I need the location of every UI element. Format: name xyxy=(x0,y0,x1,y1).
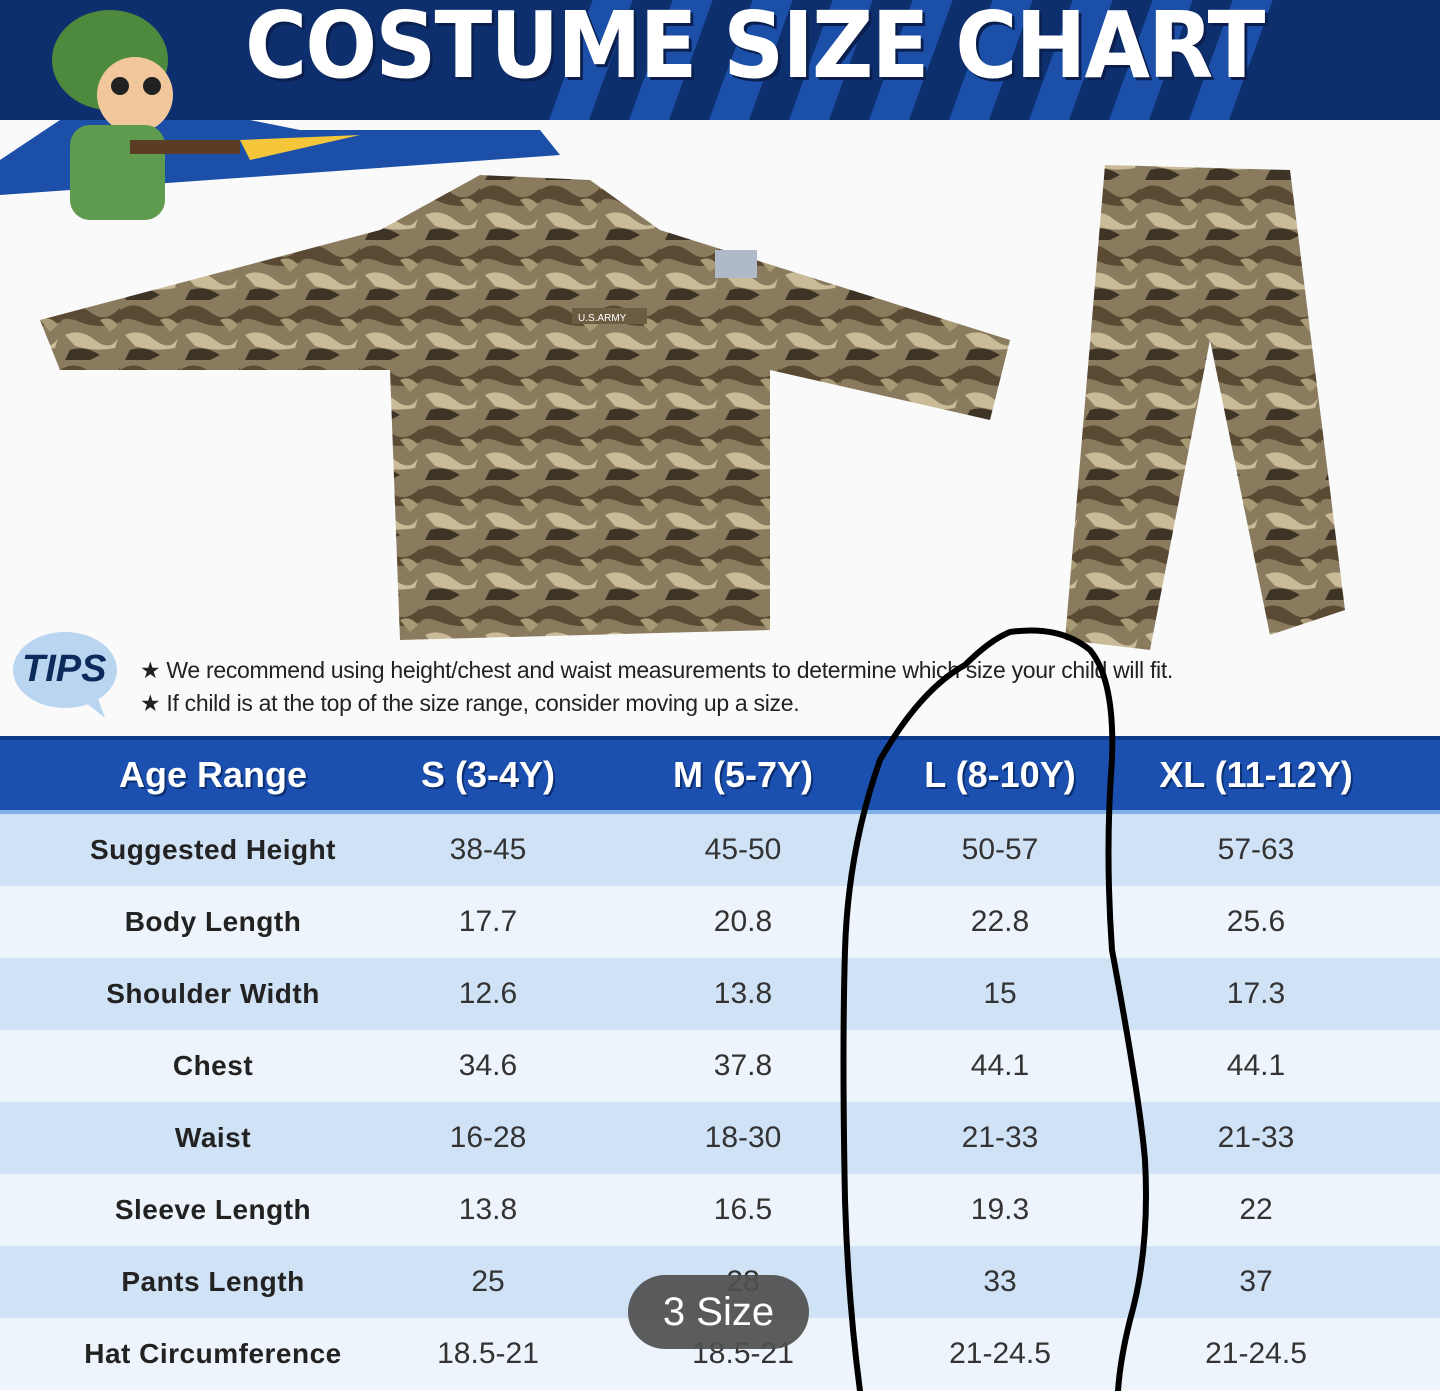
size-table: Age Range S (3-4Y) M (5-7Y) L (8-10Y) XL (11… xyxy=(0,736,1440,1390)
table-cell: 34.6 xyxy=(458,1049,518,1082)
table-row: Hat Circumference 18.5-21 18.5-21 21-24.5 21… xyxy=(0,1318,1440,1390)
table-cell: 21-33 xyxy=(1217,1121,1295,1154)
table-cell: 37.8 xyxy=(713,1049,773,1082)
header-cell: M (5-7Y) xyxy=(672,754,814,795)
table-cell: 21-33 xyxy=(961,1121,1039,1154)
table-row: Body Length 17.7 20.8 22.8 25.6 xyxy=(0,886,1440,958)
header-cell: Age Range xyxy=(118,754,308,795)
table-cell: 17.7 xyxy=(458,905,518,938)
table-cell: 18-30 xyxy=(704,1121,782,1154)
tip-line-1: ★ We recommend using height/chest and wa… xyxy=(140,657,1174,683)
row-label: Shoulder Width xyxy=(106,978,320,1009)
tip-line-2: ★ If child is at the top of the size ran… xyxy=(140,690,800,716)
table-cell: 19.3 xyxy=(970,1193,1030,1226)
table-cell: 22 xyxy=(1239,1193,1273,1226)
row-label: Hat Circumference xyxy=(84,1338,342,1369)
table-row: Sleeve Length 13.8 16.5 19.3 22 xyxy=(0,1174,1440,1246)
row-label: Waist xyxy=(174,1122,252,1153)
table-cell: 25 xyxy=(471,1265,505,1298)
pants-image xyxy=(1065,165,1345,650)
table-cell: 20.8 xyxy=(713,905,773,938)
table-cell: 45-50 xyxy=(704,833,782,866)
table-cell: 15 xyxy=(983,977,1017,1010)
table-cell: 16.5 xyxy=(713,1193,773,1226)
table-row: Shoulder Width 12.6 13.8 15 17.3 xyxy=(0,958,1440,1030)
image-count-badge[interactable]: 3 Size xyxy=(628,1275,809,1349)
table-header: Age Range S (3-4Y) M (5-7Y) L (8-10Y) XL (11… xyxy=(0,736,1440,814)
table-cell: 37 xyxy=(1239,1265,1273,1298)
header-cell: S (3-4Y) xyxy=(420,754,556,795)
us-army-patch: U.S.ARMY xyxy=(578,313,627,324)
table-cell: 25.6 xyxy=(1226,905,1286,938)
row-label: Pants Length xyxy=(121,1266,305,1297)
table-row: Waist 16-28 18-30 21-33 21-33 xyxy=(0,1102,1440,1174)
table-cell: 16-28 xyxy=(449,1121,527,1154)
table-cell: 57-63 xyxy=(1217,833,1295,866)
jacket-image: U.S.ARMY xyxy=(40,175,1010,640)
table-cell: 38-45 xyxy=(449,833,527,866)
table-row: Chest 34.6 37.8 44.1 44.1 xyxy=(0,1030,1440,1102)
table-row: Suggested Height 38-45 45-50 50-57 57-63 xyxy=(0,814,1440,886)
table-cell: 33 xyxy=(983,1265,1017,1298)
table-cell: 44.1 xyxy=(970,1049,1030,1082)
table-cell: 22.8 xyxy=(970,905,1030,938)
tips-badge: TIPS xyxy=(10,628,120,718)
row-label: Sleeve Length xyxy=(114,1194,312,1225)
header-cell: L (8-10Y) xyxy=(924,754,1076,795)
page-title: COSTUME SIZE CHART xyxy=(245,0,1265,99)
row-label: Chest xyxy=(172,1050,254,1081)
table-cell: 21-24.5 xyxy=(1205,1337,1307,1370)
table-cell: 21-24.5 xyxy=(949,1337,1051,1370)
row-label: Suggested Height xyxy=(89,834,337,865)
header-cell: XL (11-12Y) xyxy=(1159,754,1353,795)
table-cell: 50-57 xyxy=(961,833,1039,866)
table-cell: 17.3 xyxy=(1226,977,1286,1010)
table-cell: 13.8 xyxy=(458,1193,518,1226)
soldier-mascot xyxy=(52,10,360,220)
product-images: U.S.ARMY xyxy=(0,10,1345,650)
table-cell: 44.1 xyxy=(1226,1049,1286,1082)
table-cell: 18.5-21 xyxy=(437,1337,539,1370)
table-cell: 13.8 xyxy=(713,977,773,1010)
table-cell: 12.6 xyxy=(458,977,518,1010)
row-label: Body Length xyxy=(124,906,302,937)
